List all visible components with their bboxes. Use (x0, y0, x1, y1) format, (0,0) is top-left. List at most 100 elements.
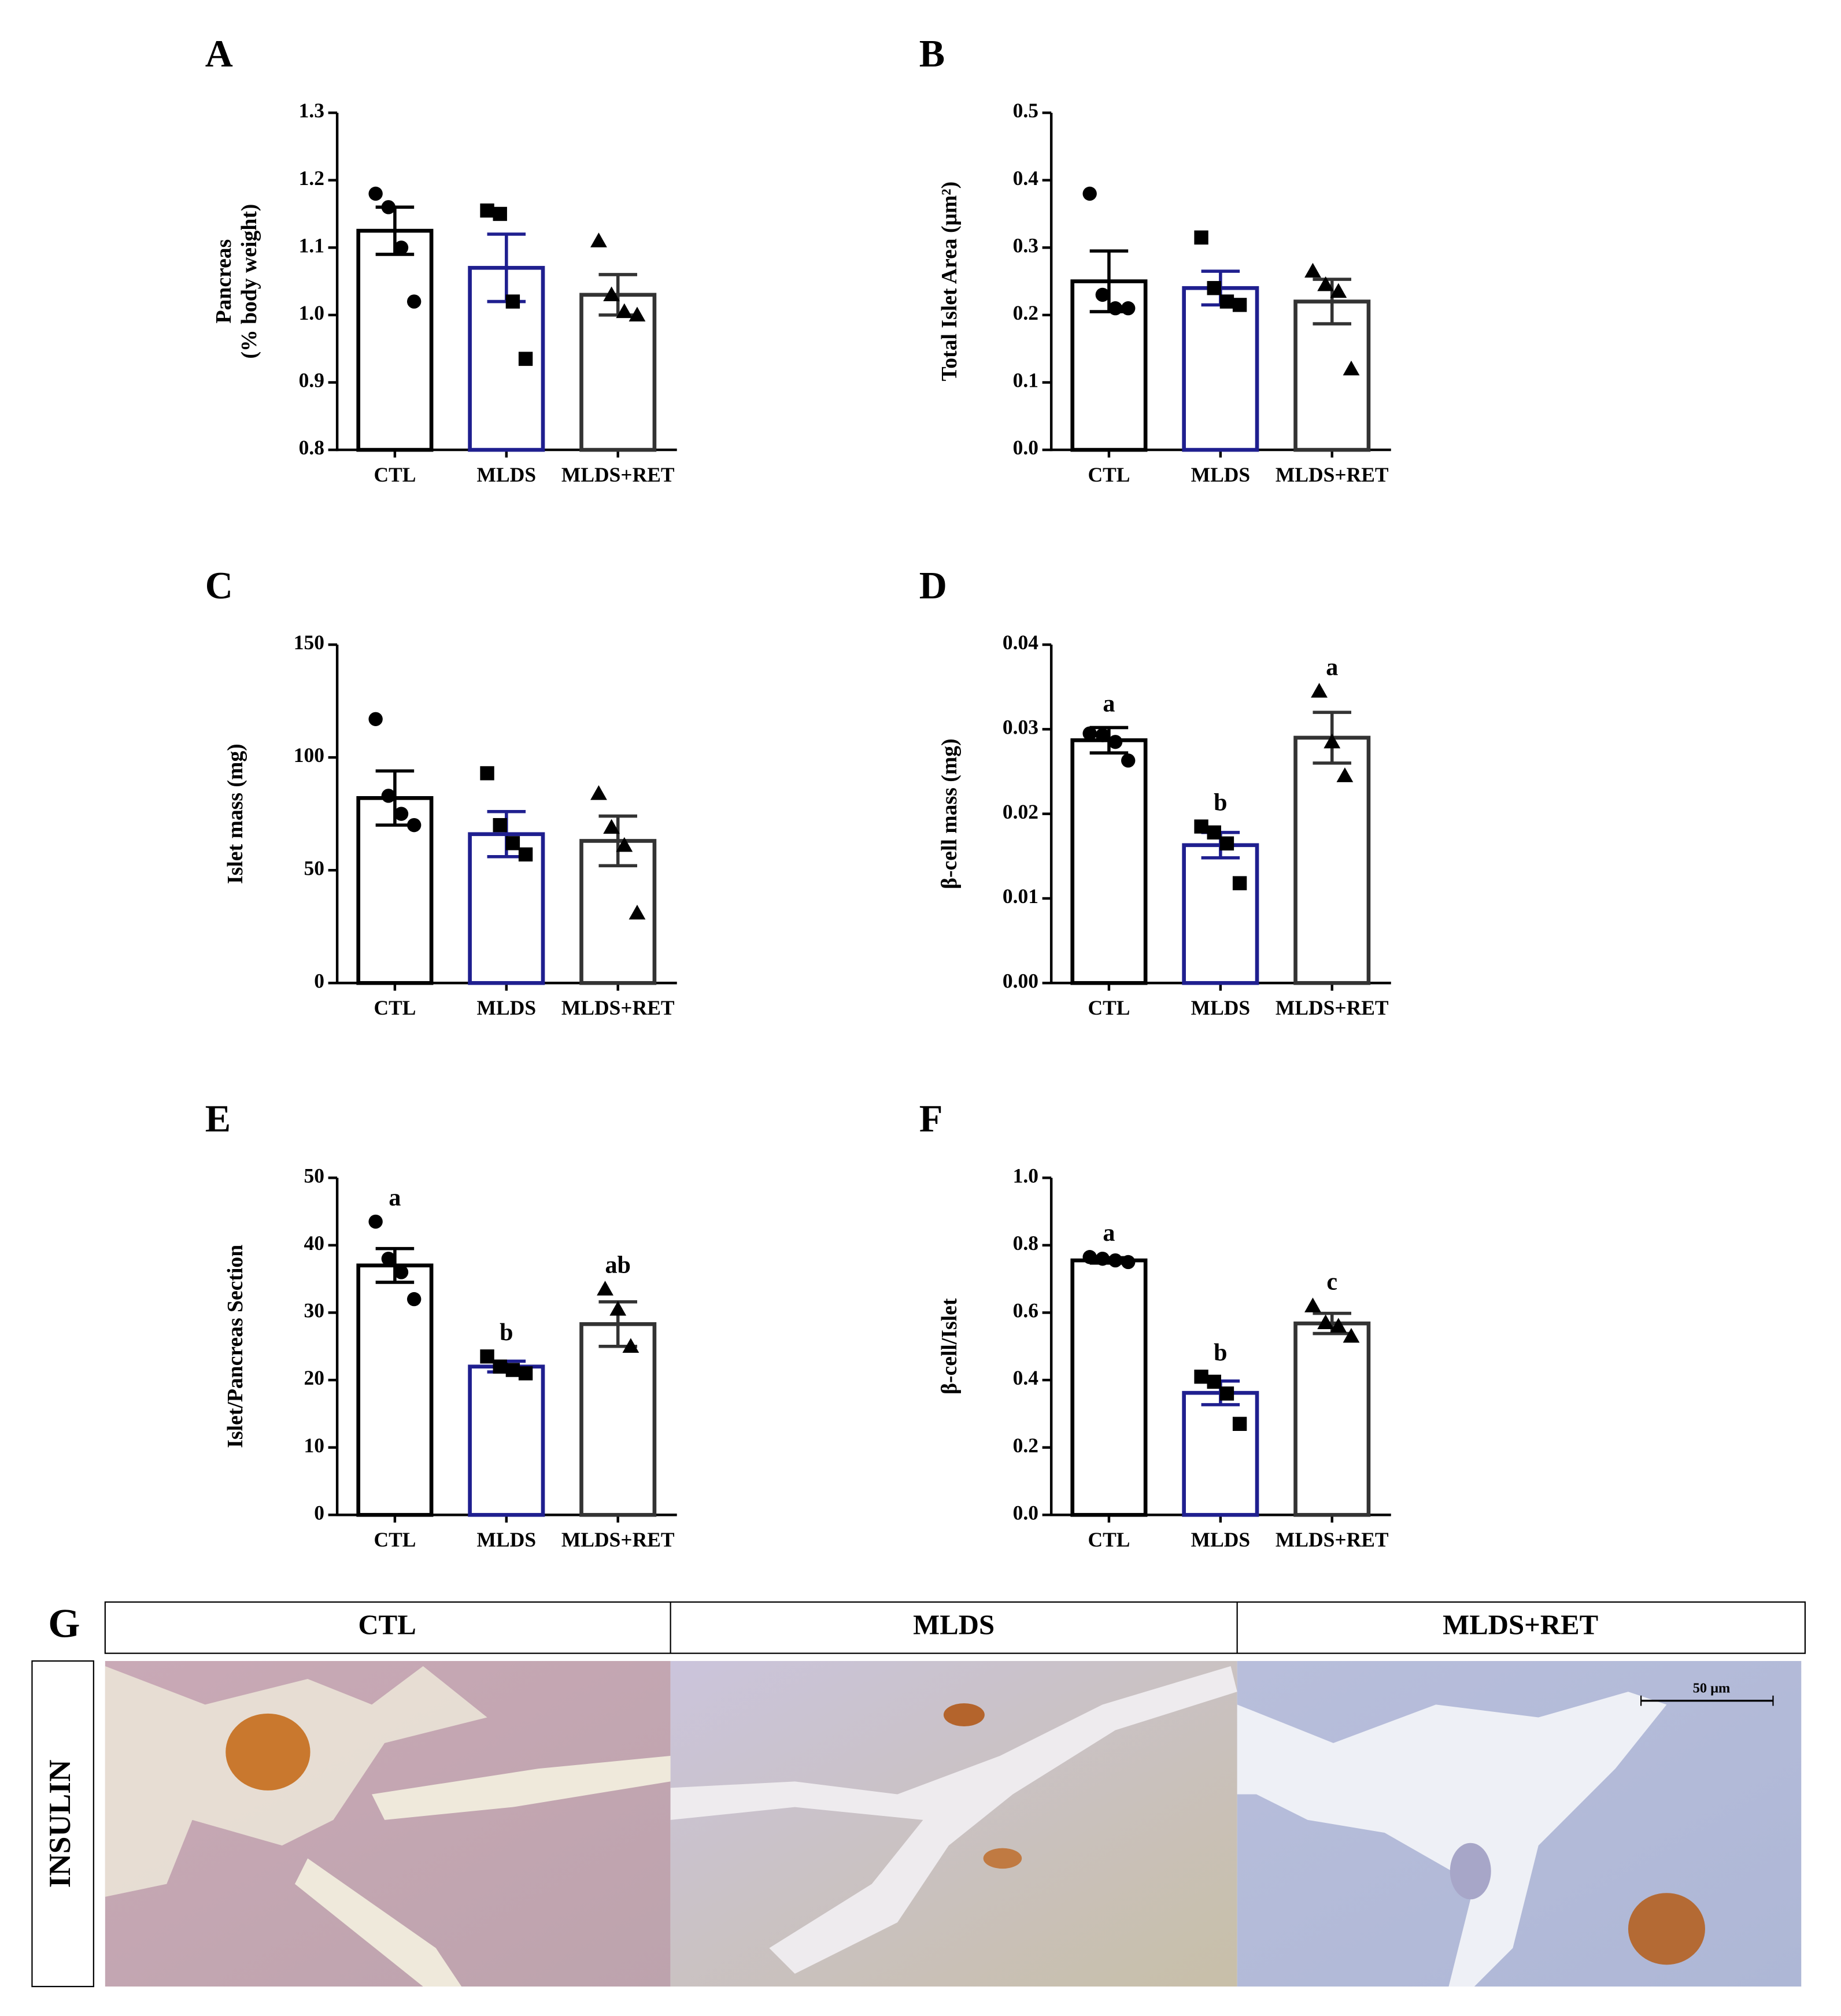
y-tick-label: 1.3 (299, 99, 324, 122)
y-tick-label: 50 (304, 1164, 324, 1187)
y-tick-label: 40 (304, 1231, 324, 1255)
data-point (518, 352, 533, 366)
x-tick-label: CTL (1088, 463, 1130, 486)
y-axis-label: β-cell mass (mg) (937, 738, 962, 889)
bar (579, 839, 657, 985)
data-point (480, 203, 494, 218)
data-point (1343, 1327, 1360, 1343)
data-point (1207, 1374, 1221, 1389)
data-point (406, 818, 422, 833)
y-tick-label: 0.2 (1013, 1434, 1038, 1457)
data-point (368, 712, 383, 726)
y-tick-label: 10 (304, 1434, 324, 1457)
bar (1182, 1390, 1259, 1517)
data-point (381, 200, 396, 214)
bar (1293, 735, 1371, 985)
y-axis-label: β-cell/Islet (937, 1298, 962, 1394)
tissue-gap (294, 1755, 671, 1987)
x-tick-label: CTL (374, 463, 416, 486)
x-tick-label: MLDS (477, 996, 536, 1019)
data-point (381, 789, 396, 803)
data-point (609, 1301, 627, 1316)
column-label: MLDS+RET (1443, 1610, 1598, 1641)
data-point (1324, 733, 1341, 749)
x-tick-label: CTL (374, 996, 416, 1019)
x-tick-label: MLDS+RET (561, 996, 675, 1019)
y-axis-label: (% body weight) (237, 204, 261, 359)
significance-letter: a (1103, 1219, 1115, 1246)
data-point (518, 1366, 533, 1381)
panel-label: E (205, 1098, 231, 1140)
data-point (1095, 287, 1110, 302)
bar (1182, 286, 1259, 452)
data-point (1330, 283, 1347, 298)
data-point (394, 241, 409, 255)
data-point (406, 294, 422, 309)
x-tick-label: MLDS (1191, 1528, 1250, 1551)
scale-bar-label: 50 μm (1693, 1680, 1731, 1696)
x-tick-label: MLDS (1191, 996, 1250, 1019)
data-point (505, 1363, 520, 1377)
y-tick-label: 0.04 (1003, 631, 1038, 654)
tissue (1450, 1843, 1491, 1900)
data-point (1304, 262, 1321, 278)
chart-panel: Fβ-cell/Islet 0.0 0.2 0.4 0.6 0.8 1.0 CTL a MLDS b… (919, 1098, 1391, 1551)
data-point (1219, 1386, 1234, 1401)
x-tick-label: CTL (374, 1528, 416, 1551)
y-tick-label: 0.3 (1013, 234, 1038, 257)
chart-panel: A Pancreas (% body weight) 0.8 0.9 1.0 1.1 1.2 1… (205, 33, 677, 486)
x-tick-label: CTL (1088, 996, 1130, 1019)
bar (579, 1322, 657, 1517)
data-point (518, 847, 533, 862)
bar (1070, 1258, 1148, 1517)
data-point (1121, 753, 1136, 768)
data-point (1194, 819, 1208, 834)
y-tick-label: 1.0 (299, 301, 324, 324)
bar (1070, 738, 1148, 985)
x-tick-label: MLDS+RET (1276, 1528, 1389, 1551)
islet (983, 1848, 1022, 1869)
data-point (368, 1214, 383, 1229)
data-point (505, 294, 520, 309)
x-tick-label: MLDS+RET (1276, 463, 1389, 486)
data-point (616, 303, 633, 319)
significance-letter: b (1214, 789, 1227, 816)
tissue-gap (105, 1666, 487, 1897)
panel-label: C (205, 565, 233, 607)
data-point (394, 1265, 409, 1279)
tissue-gap (1237, 1692, 1667, 1987)
bar (1293, 1321, 1371, 1517)
data-point (1232, 298, 1247, 312)
data-point (1095, 728, 1110, 742)
y-tick-label: 100 (294, 743, 324, 767)
data-point (590, 785, 607, 800)
chart-panel: B Total Islet Area (μm²) 0.0 0.1 0.2 0.3 0.4 0.… (919, 33, 1391, 486)
y-axis-label: Pancreas (212, 239, 236, 324)
significance-letter: b (1214, 1339, 1227, 1366)
data-point (1219, 836, 1234, 851)
data-point (1219, 294, 1234, 309)
x-tick-label: MLDS+RET (561, 463, 675, 486)
y-tick-label: 30 (304, 1299, 324, 1322)
y-tick-label: 0.5 (1013, 99, 1038, 122)
panel-label: B (919, 33, 945, 75)
data-point (505, 836, 520, 850)
data-point (493, 1359, 507, 1374)
panel-label: F (919, 1098, 943, 1140)
x-tick-label: CTL (1088, 1528, 1130, 1551)
row-label-box (31, 1660, 94, 1988)
islet (225, 1713, 310, 1791)
y-tick-label: 0.1 (1013, 369, 1038, 392)
data-point (480, 1349, 494, 1364)
micrographs: 50 μm (105, 1660, 1802, 1987)
data-point (1232, 876, 1247, 890)
x-tick-label: MLDS (477, 1528, 536, 1551)
y-tick-label: 0.4 (1013, 1366, 1039, 1389)
y-tick-label: 0.8 (299, 436, 324, 459)
data-point (629, 306, 646, 321)
y-axis-label: Total Islet Area (μm²) (937, 182, 962, 381)
column-label: MLDS (913, 1610, 995, 1641)
y-tick-label: 0.6 (1013, 1299, 1038, 1322)
significance-letter: a (1326, 654, 1338, 681)
significance-letter: a (1103, 690, 1115, 717)
